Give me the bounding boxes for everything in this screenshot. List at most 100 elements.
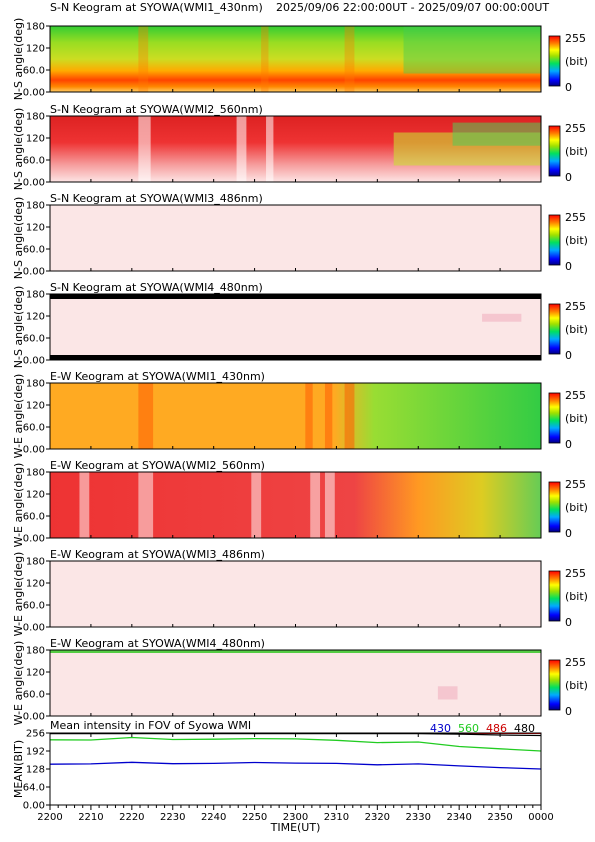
heatmap-streak [305,383,313,449]
heatmap-region [403,26,541,74]
colorbar [548,392,561,444]
heatmap-region [452,122,541,146]
y-tick-label: 60.0 [23,423,45,434]
y-axis-label: N-S angle(deg) [12,18,25,101]
y-tick-label: 180 [26,22,45,33]
y-tick-label: 180 [26,379,45,390]
colorbar [548,303,561,355]
x-tick-label: 2310 [324,812,349,823]
colorbar [548,570,561,622]
y-axis-label: W-E angle(deg) [12,552,25,637]
keogram-panel [46,560,561,628]
colorbar-unit-label: (bit) [565,679,588,692]
heatmap-background [50,26,541,92]
x-axis-label: TIME(UT) [270,821,321,834]
y-axis-label: W-E angle(deg) [12,641,25,726]
y-tick-label: 0.00 [23,712,45,723]
legend-486: 486 [486,722,507,735]
colorbar-unit-label: (bit) [565,55,588,68]
colorbar [548,659,561,711]
legend-430: 430 [430,722,451,735]
y-tick-label: 192 [26,747,45,758]
colorbar-max-label: 255 [565,567,586,580]
keogram-panel [46,382,561,450]
y-tick-label: 0.00 [23,267,45,278]
chart-title-1: S-N Keogram at SYOWA(WMI1_430nm) [50,1,263,14]
y-tick-label: 180 [26,646,45,657]
mean-intensity-chart [46,732,542,810]
y-axis-label: N-S angle(deg) [12,197,25,280]
heatmap-background [50,650,541,716]
x-tick-label: 2320 [365,812,390,823]
chart-title: E-W Keogram at SYOWA(WMI1_430nm) [50,370,265,383]
colorbar [548,214,561,266]
y-tick-label: 0.00 [23,445,45,456]
legend-480: 480 [514,722,535,735]
x-tick-label: 2220 [119,812,144,823]
colorbar-max-label: 255 [565,122,586,135]
x-tick-label: 2230 [160,812,185,823]
heatmap-background [50,383,541,449]
y-tick-label: 60.0 [23,66,45,77]
colorbar-max-label: 255 [565,656,586,669]
y-axis-label: N-S angle(deg) [12,286,25,369]
colorbar-max-label: 255 [565,300,586,313]
y-axis-label: N-S angle(deg) [12,108,25,191]
colorbar-max-label: 255 [565,478,586,491]
y-tick-label: 0.00 [23,178,45,189]
chart-title: Mean intensity in FOV of Syowa WMI [50,719,251,732]
heatmap-streak [344,26,355,92]
chart-title: E-W Keogram at SYOWA(WMI3_486nm) [50,548,265,561]
colorbar-min-label: 0 [565,81,572,94]
y-axis-label: W-E angle(deg) [12,374,25,459]
y-tick-label: 60.0 [23,690,45,701]
plot-background [50,733,541,805]
keogram-panel [46,649,561,717]
colorbar-min-label: 0 [565,349,572,362]
colorbar-unit-label: (bit) [565,501,588,514]
heatmap-background [50,294,541,360]
y-tick-label: 0.00 [23,88,45,99]
heatmap-streak [482,313,522,322]
x-tick-label: 2340 [446,812,471,823]
series-line-560 [49,736,542,752]
y-tick-label: 120 [26,223,45,234]
chart-title: E-W Keogram at SYOWA(WMI4_480nm) [50,637,265,650]
y-tick-label: 256 [26,729,45,740]
keogram-panel [46,204,561,272]
colorbar [548,35,561,87]
x-tick-label: 2200 [37,812,62,823]
heatmap-streak [79,472,90,538]
y-tick-label: 180 [26,201,45,212]
heatmap-border [50,294,541,299]
heatmap-border [50,650,541,653]
heatmap-streak [324,472,335,538]
y-tick-label: 180 [26,557,45,568]
y-tick-label: 180 [26,290,45,301]
y-tick-label: 60.0 [23,156,45,167]
chart-title: E-W Keogram at SYOWA(WMI2_560nm) [50,459,265,472]
colorbar-max-label: 255 [565,211,586,224]
series-line-430 [49,761,542,770]
colorbar-min-label: 0 [565,260,572,273]
x-tick-label: 2300 [283,812,308,823]
y-tick-label: 120 [26,490,45,501]
keogram-panel [46,293,561,361]
y-tick-label: 120 [26,44,45,55]
colorbar-min-label: 0 [565,705,572,718]
x-tick-label: 2210 [78,812,103,823]
y-tick-label: 0.00 [23,801,45,812]
colorbar [548,125,561,177]
colorbar-unit-label: (bit) [565,590,588,603]
heatmap-streak [344,383,355,449]
y-tick-label: 120 [26,401,45,412]
heatmap-streak [251,472,262,538]
y-tick-label: 64.0 [23,783,45,794]
colorbar-min-label: 0 [565,616,572,629]
y-tick-label: 180 [26,112,45,123]
y-tick-label: 128 [26,765,45,776]
heatmap-streak [138,383,154,449]
colorbar-max-label: 255 [565,389,586,402]
colorbar-max-label: 255 [565,32,586,45]
heatmap-background [50,561,541,627]
